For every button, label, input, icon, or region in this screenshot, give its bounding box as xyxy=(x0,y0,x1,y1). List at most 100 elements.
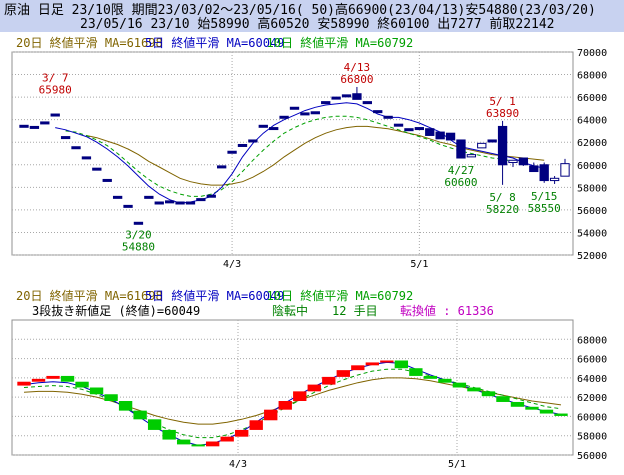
candle-body xyxy=(269,127,279,131)
candle-plot-area xyxy=(11,51,574,256)
break-brick xyxy=(162,429,176,440)
break-brick xyxy=(220,436,234,442)
annotation-date: 5/15 xyxy=(531,190,558,203)
candle-body xyxy=(477,142,487,149)
candle-body xyxy=(81,156,92,160)
candle-y-tick-label: 52000 xyxy=(577,251,607,262)
candle-body xyxy=(331,96,341,100)
break-info-turn: 転換値 : 61336 xyxy=(400,303,494,318)
candle-y-tick-label: 56000 xyxy=(577,206,607,217)
candle-body xyxy=(112,195,123,199)
header-bar xyxy=(0,0,624,32)
candle-body xyxy=(92,167,102,171)
candle-body xyxy=(300,112,310,116)
candle-body xyxy=(549,177,560,182)
break-legend-ma20: 20日 終値平滑 MA=61698 xyxy=(16,288,163,303)
break-legend-ma10: 10日 終値平滑 MA=60792 xyxy=(267,288,414,303)
candle-body xyxy=(435,131,445,140)
candle-y-tick-label: 62000 xyxy=(577,138,607,149)
annotation-value: 58550 xyxy=(528,202,561,215)
break-brick xyxy=(60,375,75,382)
break-brick xyxy=(394,360,409,369)
candle-body xyxy=(60,136,71,140)
candle-body xyxy=(144,195,154,199)
break-brick xyxy=(118,401,133,411)
candle-body xyxy=(529,165,539,173)
candle-body xyxy=(393,123,404,127)
annotation-date: 5/ 8 xyxy=(489,191,516,204)
break-brick xyxy=(539,409,554,414)
break-brick xyxy=(510,401,525,407)
candle-body xyxy=(248,139,258,143)
break-info-title: 3段抜き新値足 (終値)=60049 xyxy=(32,303,200,318)
candle-body xyxy=(71,146,81,150)
break-brick xyxy=(46,375,60,379)
candle-body xyxy=(133,221,144,225)
candle-body xyxy=(217,165,227,169)
break-brick xyxy=(31,378,46,382)
annotation-value: 54880 xyxy=(122,241,155,254)
break-y-tick-label: 60000 xyxy=(577,412,607,423)
annotation-date: 5/ 1 xyxy=(489,95,516,108)
break-brick xyxy=(336,370,350,377)
break-brick xyxy=(235,429,249,437)
break-y-tick-label: 68000 xyxy=(577,335,607,346)
header-line1: 原油 日足 23/10限 期間23/03/02～23/05/16( 50)高66… xyxy=(4,2,596,18)
break-brick xyxy=(104,394,118,401)
annotation-value: 66800 xyxy=(340,73,373,86)
candle-body xyxy=(539,164,549,182)
candle-body xyxy=(497,125,508,166)
candle-body xyxy=(404,128,414,132)
break-brick xyxy=(293,391,307,401)
candle-y-tick-label: 70000 xyxy=(577,48,607,59)
candle-ma10-line xyxy=(65,115,514,197)
break-brick xyxy=(525,406,539,410)
break-x-tick-label: 4/3 xyxy=(229,459,247,470)
annotation-date: 4/27 xyxy=(448,164,475,177)
candle-body xyxy=(175,201,185,205)
annotation-date: 4/13 xyxy=(344,61,371,74)
candle-body xyxy=(341,94,352,98)
annotation-date: 3/20 xyxy=(125,229,152,242)
candle-body xyxy=(279,115,289,119)
break-brick xyxy=(249,420,263,430)
break-brick xyxy=(409,368,423,376)
break-y-tick-label: 66000 xyxy=(577,355,607,366)
break-brick xyxy=(365,362,380,366)
candle-body xyxy=(50,113,60,117)
candle-body xyxy=(487,139,497,143)
candle-body xyxy=(19,124,29,128)
break-brick xyxy=(191,444,205,447)
candle-x-tick-label: 5/1 xyxy=(410,259,428,270)
annotation-value: 58220 xyxy=(486,203,519,216)
candle-body xyxy=(508,159,518,164)
break-brick xyxy=(380,360,394,363)
candle-x-tick-label: 4/3 xyxy=(223,259,241,270)
break-brick xyxy=(147,419,162,430)
break-ma10-line xyxy=(23,368,562,439)
candle-y-tick-label: 58000 xyxy=(577,183,607,194)
annotation-value: 63890 xyxy=(486,107,519,120)
break-brick xyxy=(481,391,496,397)
candle-ma20-line xyxy=(86,125,545,186)
candle-body xyxy=(237,143,248,147)
annotation-value: 60600 xyxy=(444,176,477,189)
break-brick xyxy=(496,396,510,402)
candle-body xyxy=(258,124,268,128)
candle-body xyxy=(362,101,372,105)
break-info-status: 陰転中 xyxy=(272,303,308,318)
candle-body xyxy=(185,201,196,205)
candle-body xyxy=(164,200,175,204)
break-brick xyxy=(438,378,452,383)
break-brick xyxy=(176,439,191,445)
candle-body xyxy=(227,150,237,154)
candle-y-tick-label: 54000 xyxy=(577,228,607,239)
break-y-tick-label: 64000 xyxy=(577,374,607,385)
candle-body xyxy=(560,163,570,177)
break-brick xyxy=(554,413,568,416)
break-brick xyxy=(89,387,104,395)
candle-legend-ma20: 20日 終値平滑 MA=61698 xyxy=(16,35,163,50)
